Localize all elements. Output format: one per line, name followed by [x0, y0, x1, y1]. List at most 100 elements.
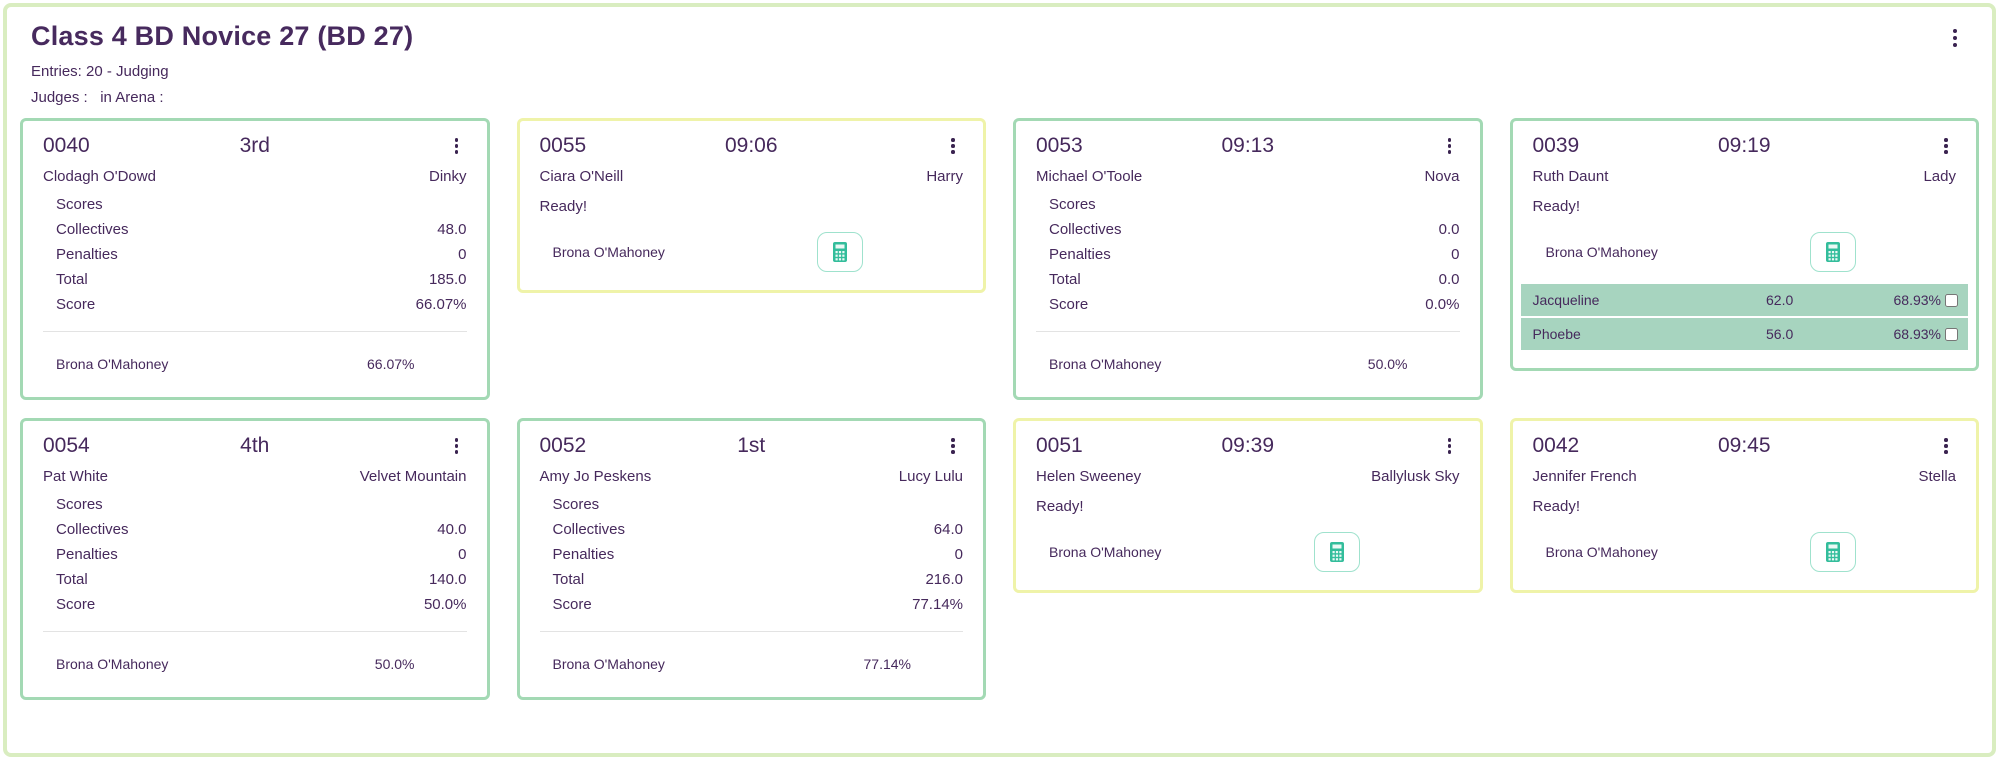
- team-member-checkbox[interactable]: [1945, 293, 1958, 307]
- team-scores: Jacqueline 62.0 68.93% Phoebe 56.0 68.93…: [1520, 284, 1968, 350]
- score-value: 50.0%: [423, 596, 467, 613]
- score-row-scores: Scores: [540, 492, 964, 517]
- score-label: Collectives: [1049, 221, 1122, 238]
- entry-card-header: 0053 09:13: [1036, 134, 1460, 158]
- judge-name: Brona O'Mahoney: [1049, 544, 1162, 560]
- entry-time-or-place: 3rd: [239, 134, 270, 157]
- score-value: 0.0: [1438, 221, 1460, 238]
- judge-row: Brona O'Mahoney: [1533, 232, 1957, 272]
- team-score-row: Jacqueline 62.0 68.93%: [1520, 284, 1968, 316]
- score-row-collectives: Collectives 64.0: [540, 517, 964, 542]
- rider-horse-row: Jennifer French Stella: [1533, 464, 1957, 490]
- calculator-icon: [1826, 242, 1840, 262]
- calculator-icon: [833, 242, 847, 262]
- score-label: Collectives: [56, 221, 129, 238]
- rider-horse-row: Ruth Daunt Lady: [1533, 164, 1957, 190]
- entry-card[interactable]: 0042 09:45 Jennifer French Stella Ready!…: [1509, 418, 1979, 593]
- team-member-percent: 68.93%: [1893, 292, 1941, 308]
- rider-name: Ciara O'Neill: [539, 168, 624, 185]
- divider: [43, 631, 467, 632]
- entry-card-header: 0051 09:39: [1036, 434, 1460, 458]
- score-value: 0.0%: [1425, 296, 1460, 313]
- judges-line: Judges : in Arena :: [31, 89, 164, 106]
- horse-name: Ballylusk Sky: [1371, 468, 1460, 485]
- rider-horse-row: Clodagh O'Dowd Dinky: [43, 164, 467, 190]
- judge-score: 77.14%: [863, 656, 911, 672]
- score-value: 66.07%: [415, 296, 467, 313]
- entry-time-or-place: 09:19: [1717, 134, 1771, 157]
- score-label: Total: [56, 571, 88, 588]
- rider-horse-row: Ciara O'Neill Harry: [540, 164, 964, 190]
- entry-card[interactable]: 0051 09:39 Helen Sweeney Ballylusk Sky R…: [1013, 418, 1483, 593]
- score-label: Penalties: [1049, 246, 1111, 263]
- score-label: Penalties: [56, 546, 118, 563]
- team-member-percent: 68.93%: [1893, 326, 1941, 342]
- entry-menu-kebab-icon[interactable]: [1936, 434, 1956, 458]
- score-row-scores: Scores: [1036, 192, 1460, 217]
- entry-menu-kebab-icon[interactable]: [1440, 434, 1460, 458]
- score-table: Scores Collectives 48.0 Penalties 0 Tota…: [43, 192, 467, 317]
- rider-horse-row: Helen Sweeney Ballylusk Sky: [1036, 464, 1460, 490]
- score-value: 0: [458, 546, 467, 563]
- score-row-penalties: Penalties 0: [1036, 242, 1460, 267]
- entry-menu-kebab-icon[interactable]: [943, 134, 963, 158]
- entry-number: 0054: [43, 434, 90, 457]
- team-member-checkbox[interactable]: [1945, 327, 1958, 341]
- calculator-button[interactable]: [1810, 232, 1856, 272]
- entry-card-header: 0042 09:45: [1533, 434, 1957, 458]
- entry-menu-kebab-icon[interactable]: [447, 134, 467, 158]
- entry-menu-kebab-icon[interactable]: [447, 434, 467, 458]
- entry-card[interactable]: 0039 09:19 Ruth Daunt Lady Ready! Brona …: [1509, 118, 1979, 371]
- judge-name: Brona O'Mahoney: [552, 244, 665, 260]
- score-value: 140.0: [428, 571, 467, 588]
- score-label: Scores: [56, 496, 103, 513]
- entry-menu-kebab-icon[interactable]: [1936, 134, 1956, 158]
- judge-row: Brona O'Mahoney 50.0%: [1036, 349, 1460, 379]
- score-value: 0: [954, 546, 963, 563]
- team-member-name: Jacqueline: [1532, 292, 1600, 308]
- score-row-penalties: Penalties 0: [43, 242, 467, 267]
- rider-name: Jennifer French: [1532, 468, 1637, 485]
- entry-time-or-place: 4th: [240, 434, 270, 457]
- horse-name: Velvet Mountain: [359, 468, 467, 485]
- score-row-score: Score 66.07%: [43, 292, 467, 317]
- entry-menu-kebab-icon[interactable]: [1440, 134, 1460, 158]
- entry-card-header: 0055 09:06: [540, 134, 964, 158]
- judge-name: Brona O'Mahoney: [1049, 356, 1162, 372]
- calculator-button[interactable]: [817, 232, 863, 272]
- score-label: Score: [1049, 296, 1089, 313]
- entry-number: 0052: [539, 434, 587, 457]
- score-row-total: Total 140.0: [43, 567, 467, 592]
- score-row-collectives: Collectives 48.0: [43, 217, 467, 242]
- calculator-button[interactable]: [1313, 532, 1360, 572]
- entry-menu-kebab-icon[interactable]: [943, 434, 963, 458]
- divider: [539, 631, 963, 632]
- entry-card[interactable]: 0054 4th Pat White Velvet Mountain Score…: [20, 418, 490, 700]
- rider-horse-row: Michael O'Toole Nova: [1036, 164, 1460, 190]
- ready-status: Ready!: [1532, 198, 1581, 215]
- entry-card[interactable]: 0052 1st Amy Jo Peskens Lucy Lulu Scores…: [516, 418, 986, 700]
- entry-card[interactable]: 0040 3rd Clodagh O'Dowd Dinky Scores Col…: [20, 118, 490, 400]
- rider-name: Pat White: [43, 468, 109, 485]
- horse-name: Harry: [926, 168, 963, 185]
- score-row-score: Score 77.14%: [540, 592, 964, 617]
- score-row-total: Total 0.0: [1036, 267, 1460, 292]
- entry-number: 0053: [1036, 134, 1083, 157]
- team-member-name: Phoebe: [1532, 326, 1581, 342]
- judge-score: 50.0%: [1367, 356, 1408, 372]
- score-value: 0.0: [1438, 271, 1460, 288]
- score-label: Collectives: [56, 521, 129, 538]
- judge-name: Brona O'Mahoney: [1545, 244, 1658, 260]
- entry-card[interactable]: 0055 09:06 Ciara O'Neill Harry Ready! Br…: [516, 118, 986, 293]
- class-menu-kebab-icon[interactable]: [1942, 25, 1968, 51]
- ready-status: Ready!: [1036, 498, 1084, 515]
- entry-number: 0039: [1532, 134, 1580, 157]
- judge-name: Brona O'Mahoney: [56, 356, 169, 372]
- rider-name: Ruth Daunt: [1532, 168, 1609, 185]
- entry-card[interactable]: 0053 09:13 Michael O'Toole Nova Scores C…: [1013, 118, 1483, 400]
- entry-number: 0055: [539, 134, 587, 157]
- calculator-button[interactable]: [1810, 532, 1856, 572]
- entry-time-or-place: 09:06: [724, 134, 778, 157]
- score-label: Penalties: [56, 246, 118, 263]
- divider: [43, 331, 467, 332]
